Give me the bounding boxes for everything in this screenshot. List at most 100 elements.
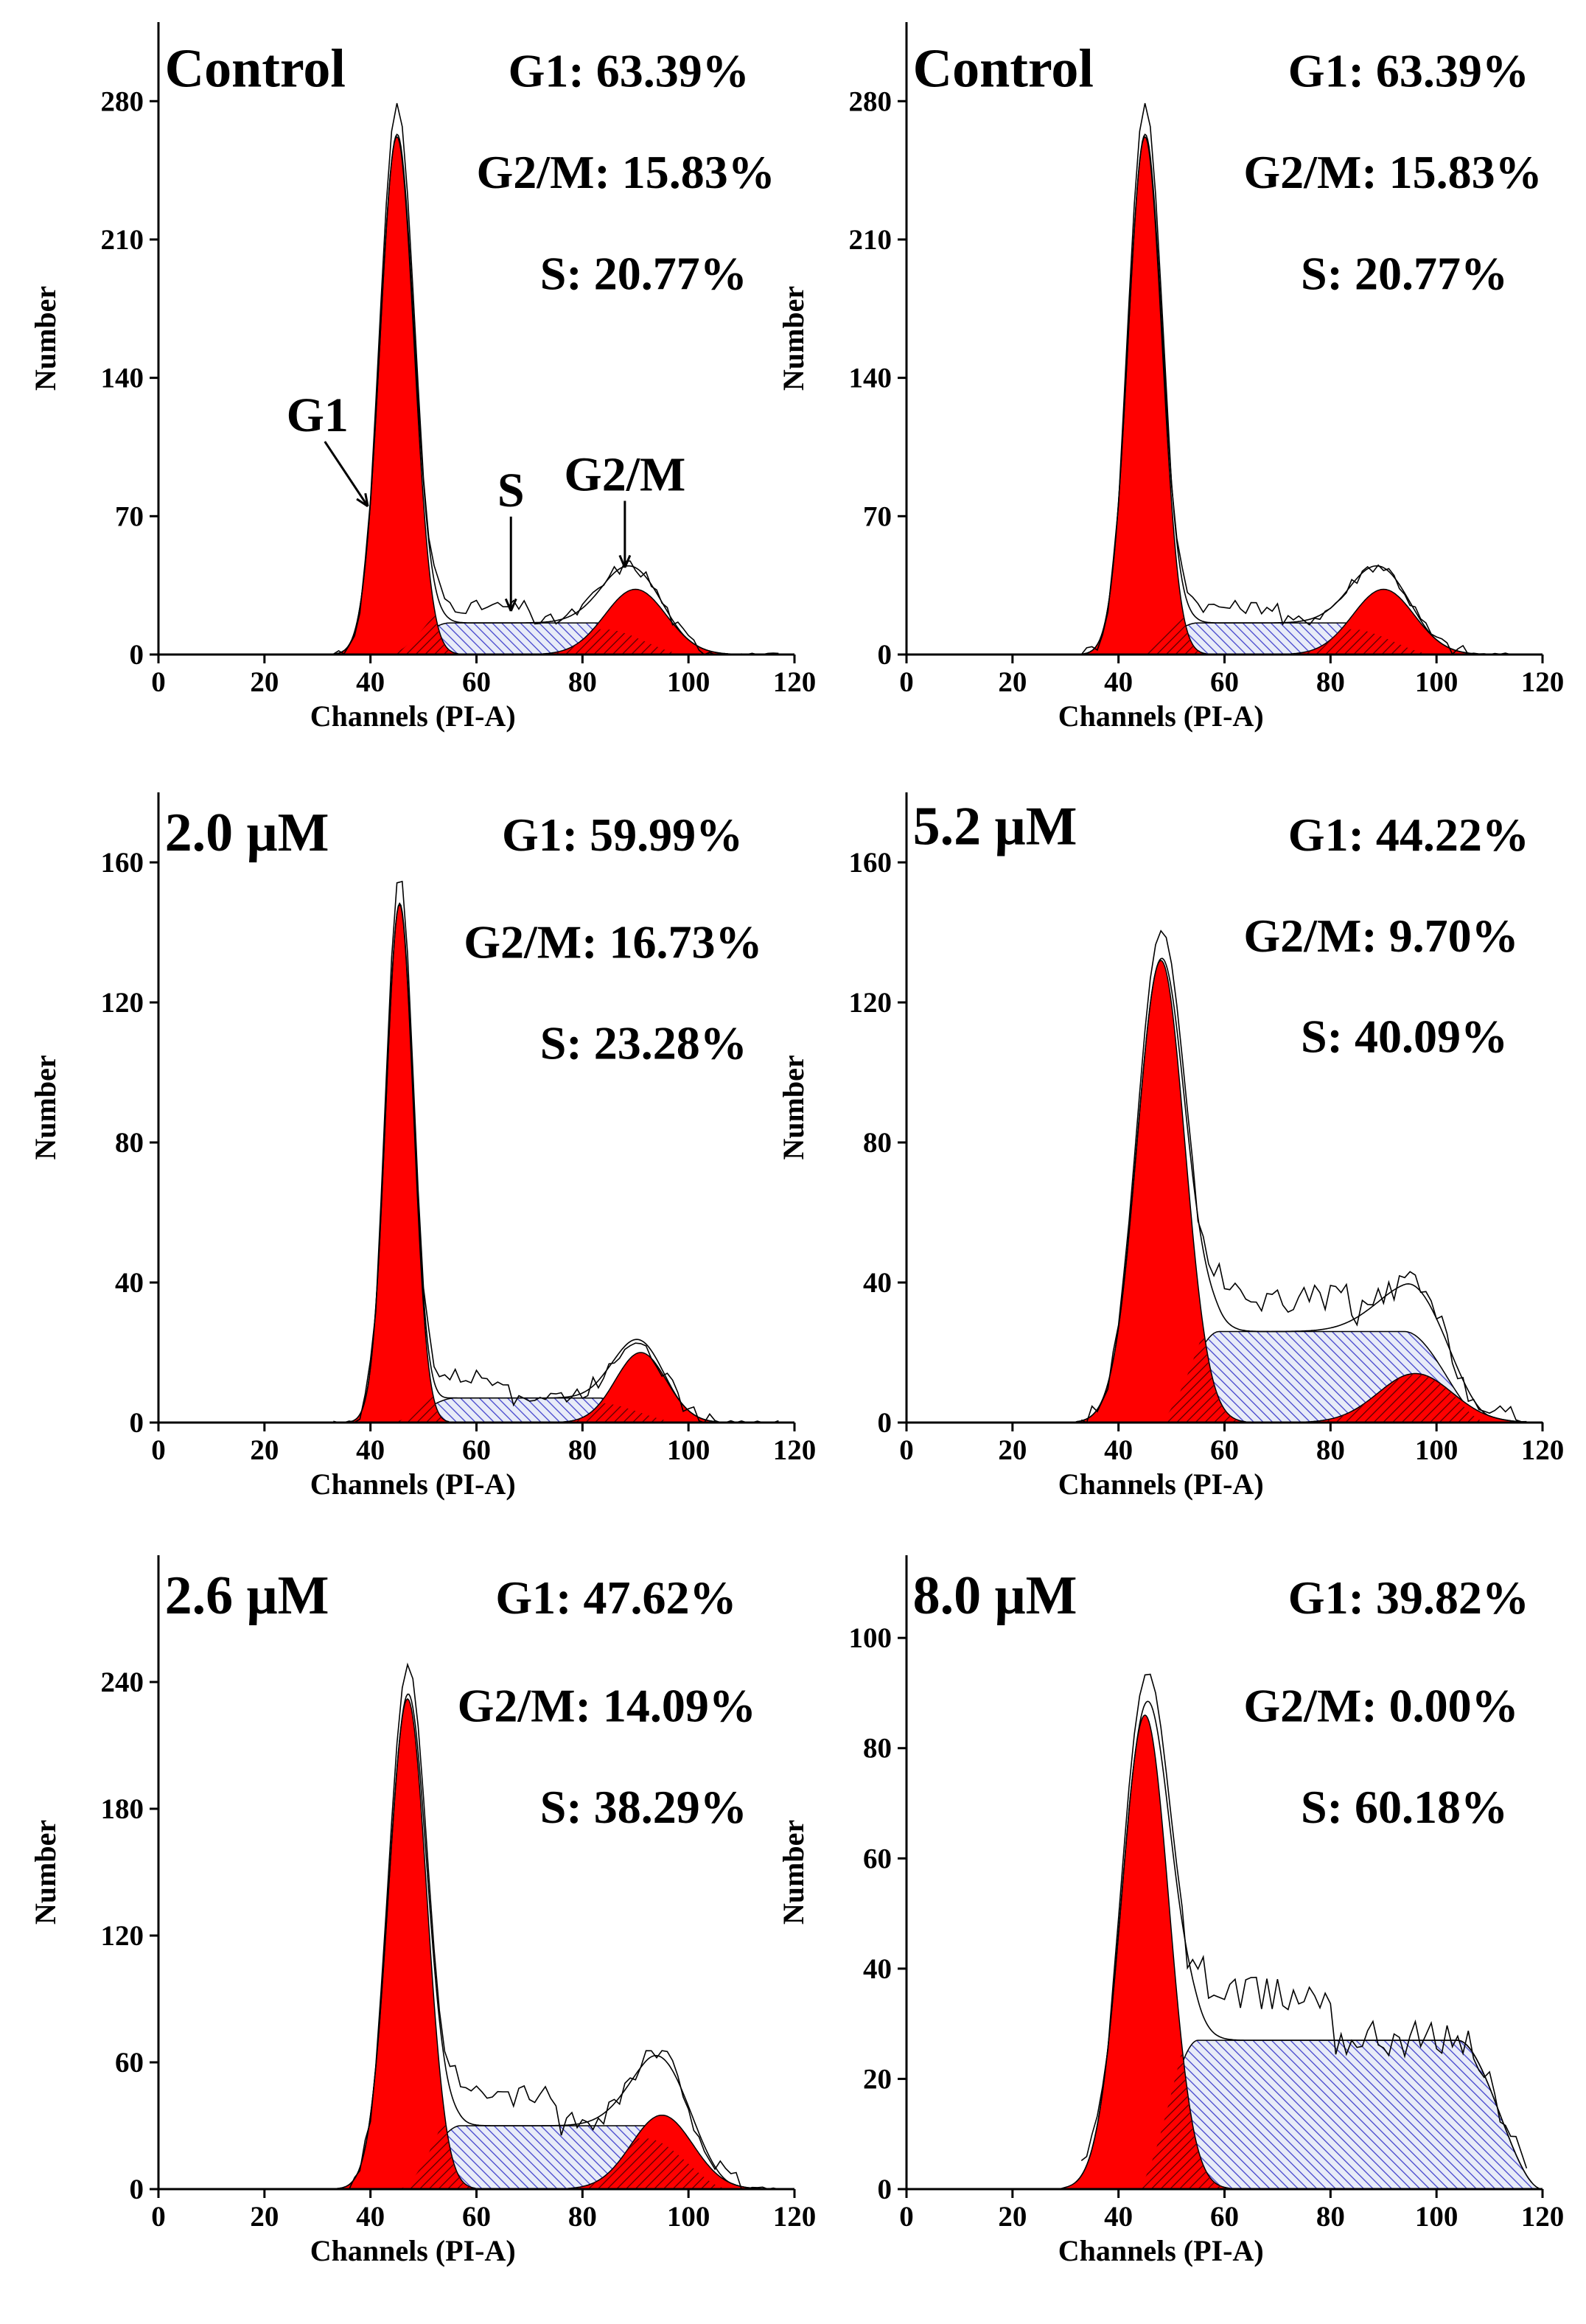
y-tick-label: 0 bbox=[878, 2174, 892, 2205]
g1-peak bbox=[335, 136, 459, 655]
y-tick-label: 140 bbox=[101, 363, 144, 394]
x-tick-label: 120 bbox=[773, 2201, 817, 2233]
x-axis-label: Channels (PI-A) bbox=[1058, 699, 1264, 733]
condition-title: 2.0 μM bbox=[165, 803, 329, 863]
y-tick-label: 160 bbox=[849, 847, 892, 879]
g1-overlap-hatch bbox=[1136, 1332, 1247, 1423]
x-axis-label: Channels (PI-A) bbox=[1058, 2234, 1264, 2267]
x-tick-label: 40 bbox=[1104, 2201, 1133, 2233]
panel-1: 0 20 40 60 80 100 120 0 70 140 210 280 Channels (PI-… bbox=[29, 22, 816, 733]
annotation-arrowhead bbox=[356, 492, 369, 508]
g1-percent: G1: 59.99% bbox=[502, 809, 743, 861]
raw-histogram-line bbox=[1080, 929, 1527, 1424]
panel-3: 0 20 40 60 80 100 120 0 40 80 120 160 Channels (PI-A… bbox=[29, 792, 816, 1501]
x-axis-label: Channels (PI-A) bbox=[310, 699, 516, 733]
y-tick-label: 280 bbox=[101, 86, 144, 117]
x-tick-label: 40 bbox=[356, 2201, 385, 2233]
x-tick-label: 40 bbox=[1104, 1434, 1133, 1466]
s-percent: S: 20.77% bbox=[540, 247, 747, 299]
y-tick-label: 240 bbox=[101, 1667, 144, 1698]
g2m-percent: G2/M: 16.73% bbox=[464, 915, 762, 968]
panel-6: 0 20 40 60 80 100 120 0 20 40 60 80 100 Channels (PI-… bbox=[777, 1555, 1564, 2267]
y-tick-label: 0 bbox=[130, 639, 144, 671]
y-tick-label: 40 bbox=[863, 1953, 892, 1985]
y-tick-label: 20 bbox=[863, 2063, 892, 2095]
g1-percent: G1: 63.39% bbox=[1288, 45, 1529, 97]
x-tick-label: 80 bbox=[568, 2201, 597, 2233]
condition-title: Control bbox=[165, 39, 346, 100]
x-tick-label: 40 bbox=[1104, 666, 1133, 698]
x-tick-label: 80 bbox=[1316, 1434, 1345, 1466]
x-axis-label: Channels (PI-A) bbox=[310, 2234, 516, 2267]
fit-envelope bbox=[328, 902, 784, 1423]
x-tick-label: 60 bbox=[1210, 1434, 1239, 1466]
y-tick-label: 60 bbox=[115, 2047, 144, 2079]
x-tick-label: 20 bbox=[250, 666, 279, 698]
x-tick-label: 80 bbox=[1316, 666, 1345, 698]
x-tick-label: 100 bbox=[667, 666, 710, 698]
x-tick-label: 40 bbox=[356, 666, 385, 698]
y-tick-label: 210 bbox=[101, 224, 144, 256]
y-axis-label: Number bbox=[777, 1055, 810, 1159]
s-percent: S: 20.77% bbox=[1301, 247, 1508, 299]
condition-title: 8.0 μM bbox=[913, 1566, 1077, 1626]
x-tick-label: 120 bbox=[773, 1434, 817, 1466]
panel-2: 0 20 40 60 80 100 120 0 70 140 210 280 Channels (PI-… bbox=[777, 22, 1564, 733]
x-tick-label: 60 bbox=[1210, 2201, 1239, 2233]
x-tick-label: 0 bbox=[899, 1434, 914, 1466]
g1-peak bbox=[337, 1697, 478, 2190]
panel-4: 0 20 40 60 80 100 120 0 40 80 120 160 Channels (PI-A… bbox=[777, 792, 1564, 1501]
g1-percent: G1: 47.62% bbox=[495, 1571, 736, 1624]
g2m-overlap-hatch bbox=[551, 2138, 773, 2189]
y-tick-label: 0 bbox=[878, 1407, 892, 1439]
annotation-arrow bbox=[324, 441, 369, 507]
x-tick-label: 0 bbox=[899, 666, 914, 698]
x-tick-label: 120 bbox=[1521, 1434, 1565, 1466]
y-tick-label: 70 bbox=[115, 500, 144, 532]
s-percent: S: 60.18% bbox=[1301, 1781, 1508, 1833]
raw-histogram-line bbox=[1080, 1673, 1528, 2169]
g2m-overlap-hatch bbox=[549, 1403, 733, 1423]
y-tick-label: 40 bbox=[115, 1267, 144, 1299]
y-tick-label: 0 bbox=[878, 639, 892, 671]
x-tick-label: 100 bbox=[667, 2201, 710, 2233]
fit-envelope bbox=[1075, 957, 1532, 1423]
x-tick-label: 60 bbox=[1210, 666, 1239, 698]
y-tick-label: 100 bbox=[849, 1622, 892, 1654]
x-tick-label: 0 bbox=[151, 2201, 166, 2233]
panel-5: 0 20 40 60 80 100 120 0 60 120 180 240 Channels (PI-… bbox=[29, 1555, 816, 2267]
y-axis-label: Number bbox=[777, 1820, 810, 1925]
x-tick-label: 0 bbox=[899, 2201, 914, 2233]
fit-envelope bbox=[328, 1693, 784, 2190]
s-percent: S: 40.09% bbox=[1301, 1011, 1508, 1063]
x-tick-label: 80 bbox=[568, 1434, 597, 1466]
condition-title: 2.6 μM bbox=[165, 1566, 329, 1626]
x-axis-label: Channels (PI-A) bbox=[1058, 1468, 1264, 1501]
x-tick-label: 20 bbox=[998, 666, 1027, 698]
x-tick-label: 120 bbox=[1521, 666, 1565, 698]
condition-title: 5.2 μM bbox=[913, 797, 1077, 857]
x-tick-label: 120 bbox=[1521, 2201, 1565, 2233]
g1-overlap-hatch bbox=[385, 1394, 450, 1423]
x-tick-label: 20 bbox=[250, 1434, 279, 1466]
phase-annotation-label: S bbox=[497, 464, 525, 517]
y-tick-label: 0 bbox=[130, 1407, 144, 1439]
g1-percent: G1: 63.39% bbox=[509, 45, 750, 97]
y-tick-label: 0 bbox=[130, 2174, 144, 2205]
fit-envelope bbox=[328, 133, 784, 655]
x-tick-label: 0 bbox=[151, 1434, 166, 1466]
x-tick-label: 20 bbox=[998, 2201, 1027, 2233]
condition-title: Control bbox=[913, 39, 1094, 100]
g1-overlap-hatch bbox=[380, 615, 458, 655]
s-percent: S: 38.29% bbox=[540, 1781, 747, 1833]
phase-annotation-label: G2/M bbox=[564, 447, 685, 501]
g2m-overlap-hatch bbox=[1273, 629, 1495, 655]
x-tick-label: 120 bbox=[773, 666, 817, 698]
g2m-percent: G2/M: 9.70% bbox=[1243, 910, 1518, 962]
g1-overlap-hatch bbox=[1128, 615, 1206, 655]
x-tick-label: 80 bbox=[1316, 2201, 1345, 2233]
x-tick-label: 20 bbox=[250, 2201, 279, 2233]
y-axis-label: Number bbox=[777, 286, 810, 391]
y-tick-label: 280 bbox=[849, 86, 892, 117]
x-axis-label: Channels (PI-A) bbox=[310, 1468, 516, 1501]
